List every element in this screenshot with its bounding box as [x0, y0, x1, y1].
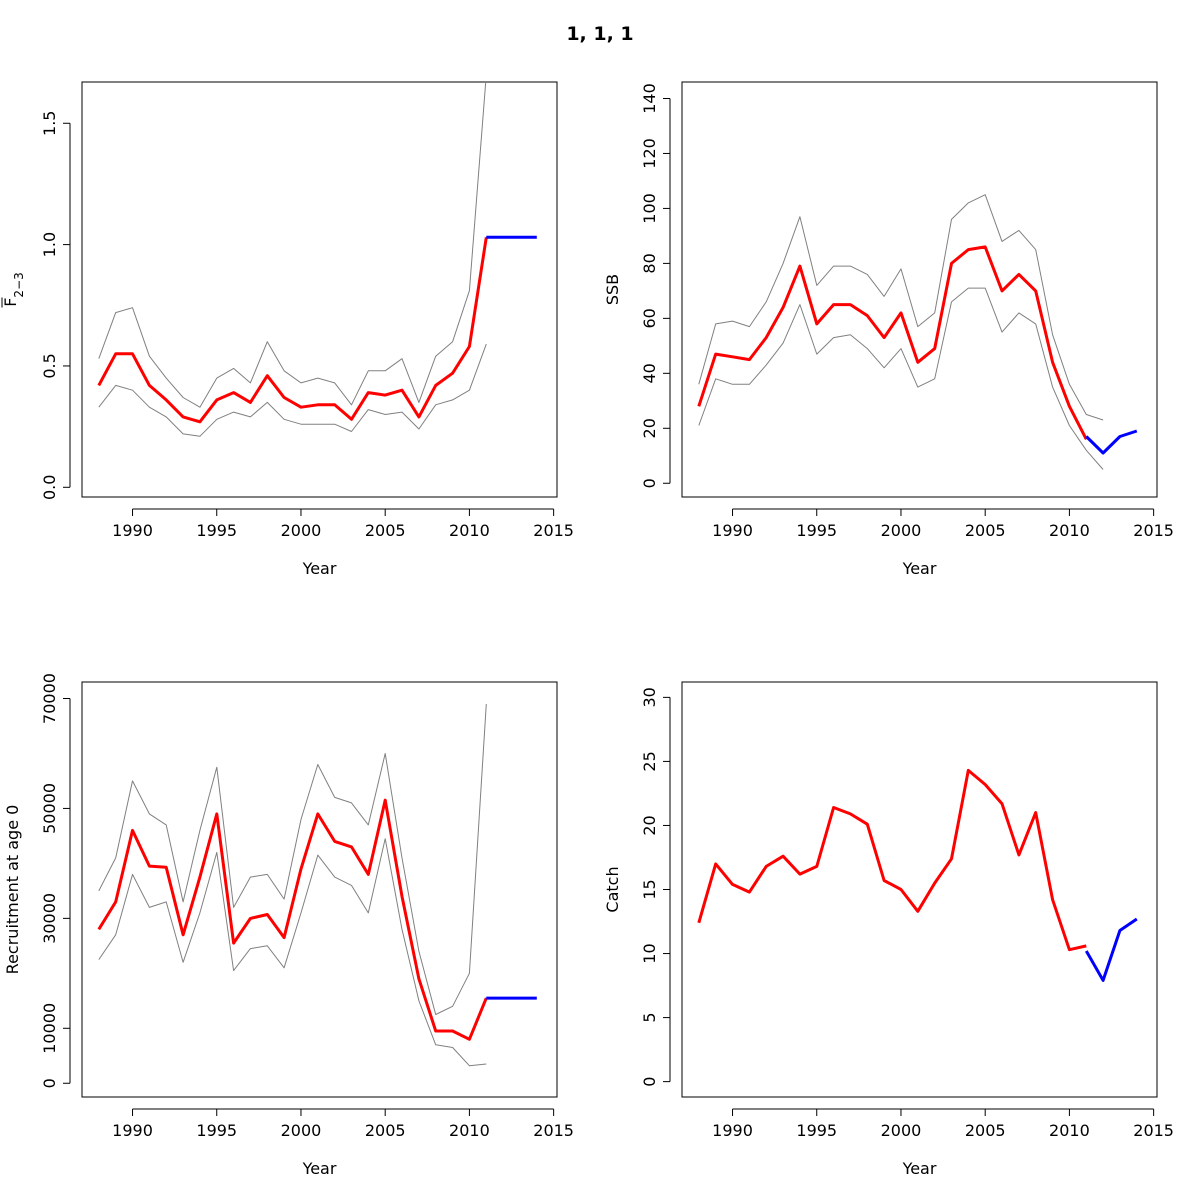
- series-line-estimate: [697, 245, 1088, 440]
- series-line-estimate: [97, 237, 488, 424]
- figure-title: 1, 1, 1: [566, 23, 633, 45]
- x-tick-label: 2005: [965, 1121, 1006, 1140]
- y-tick-label: 15: [640, 879, 659, 899]
- y-tick-label: 30: [640, 687, 659, 707]
- panel-4: 1990 1995 2000 2005 2010 2015 Year 0 5 10 15 20 25 30…: [603, 681, 1174, 1178]
- y-tick-label: 30000: [40, 893, 59, 944]
- x-tick-label: 2015: [533, 521, 574, 540]
- x-tick-label: 2000: [881, 1121, 922, 1140]
- plot-frame: [81, 81, 558, 498]
- x-tick-label: 2005: [365, 1121, 406, 1140]
- y-tick-label: 1.5: [40, 111, 59, 136]
- x-tick-label: 1995: [796, 1121, 837, 1140]
- series-line-lower: [698, 287, 1104, 470]
- x-tick-label: 1995: [796, 521, 837, 540]
- y-tick-label: 70000: [40, 673, 59, 724]
- x-tick-label: 2010: [1049, 521, 1090, 540]
- y-tick-label: 50000: [40, 783, 59, 834]
- y-tick-label: 0: [40, 1078, 59, 1088]
- y-tick-label: 100: [640, 193, 659, 224]
- series-line-lower: [98, 838, 487, 1067]
- x-tick-label: 1995: [196, 1121, 237, 1140]
- panel-1: 1990 1995 2000 2005 2010 2015 Year 0.0 0.5 1.0 1.5…: [1, 81, 574, 578]
- x-tick-label: 1995: [196, 521, 237, 540]
- y-tick-label: 1.0: [40, 232, 59, 257]
- y-tick-label: 140: [640, 83, 659, 114]
- series-line-forecast: [1084, 917, 1138, 982]
- y-tick-label: 0.5: [40, 353, 59, 378]
- y-tick-label: 0: [640, 1077, 659, 1087]
- y-tick-label: 0.0: [40, 475, 59, 500]
- x-tick-label: 1990: [712, 521, 753, 540]
- x-tick-label: 2010: [1049, 1121, 1090, 1140]
- y-tick-label: 5: [640, 1012, 659, 1022]
- x-tick-label: 2000: [281, 1121, 322, 1140]
- x-tick-label: 1990: [112, 521, 153, 540]
- x-tick-label: 1990: [712, 1121, 753, 1140]
- y-tick-label: 10000: [40, 1003, 59, 1054]
- x-tick-label: 2015: [533, 1121, 574, 1140]
- y-axis-label: F2−3: [1, 272, 26, 307]
- x-axis-label: Year: [302, 559, 337, 578]
- y-axis-label: Catch: [603, 866, 622, 912]
- series-line-upper: [98, 82, 487, 408]
- panel-2: 1990 1995 2000 2005 2010 2015 Year 0 20 40 60 80 100…: [603, 81, 1174, 578]
- plot-frame: [81, 681, 558, 1098]
- y-tick-label: 25: [640, 751, 659, 771]
- y-axis-label-subscript: 2−3: [12, 272, 26, 297]
- series-line-lower: [98, 343, 487, 437]
- x-tick-label: 2010: [449, 521, 490, 540]
- y-tick-label: 20: [640, 815, 659, 835]
- x-tick-label: 2000: [881, 521, 922, 540]
- x-tick-label: 2005: [965, 521, 1006, 540]
- x-tick-label: 2010: [449, 1121, 490, 1140]
- x-tick-label: 2005: [365, 521, 406, 540]
- series-line-estimate: [97, 798, 488, 1041]
- y-axis-label: Recruitment at age 0: [3, 805, 22, 975]
- y-tick-label: 120: [640, 138, 659, 169]
- y-tick-label: 20: [640, 418, 659, 438]
- x-tick-label: 1990: [112, 1121, 153, 1140]
- series-line-upper: [698, 194, 1104, 421]
- x-axis-label: Year: [902, 1159, 937, 1178]
- y-tick-label: 40: [640, 363, 659, 383]
- x-tick-label: 2015: [1133, 1121, 1174, 1140]
- series-line-forecast: [1085, 429, 1138, 455]
- y-tick-label: 80: [640, 253, 659, 273]
- x-axis-label: Year: [902, 559, 937, 578]
- y-axis-label: SSB: [603, 274, 622, 305]
- plot-frame: [681, 81, 1158, 498]
- panel-3: 1990 1995 2000 2005 2010 2015 Year 0 10000 30000 5…: [3, 673, 574, 1178]
- plot-frame: [681, 681, 1158, 1098]
- x-axis-label: Year: [302, 1159, 337, 1178]
- series-line-upper: [98, 703, 487, 1015]
- y-tick-label: 60: [640, 308, 659, 328]
- y-tick-label: 10: [640, 943, 659, 963]
- x-tick-label: 2000: [281, 521, 322, 540]
- y-tick-label: 0: [640, 478, 659, 488]
- series-line-estimate: [697, 768, 1087, 952]
- x-tick-label: 2015: [1133, 521, 1174, 540]
